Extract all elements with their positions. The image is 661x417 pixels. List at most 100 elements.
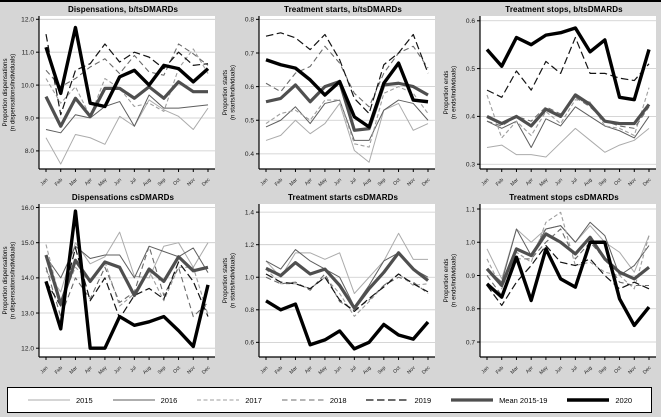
- x-tick-label: Jul: [570, 177, 579, 186]
- x-tick-label: Aug: [142, 177, 153, 188]
- legend-line-sample: [112, 399, 155, 401]
- x-tick-label: Jun: [333, 365, 343, 375]
- series-line-mean-2015-19: [265, 79, 429, 132]
- series-line-mean-2015-19: [485, 232, 650, 288]
- x-tick-label: Nov: [186, 177, 197, 188]
- y-axis-title: (n starts/individuals): [230, 65, 237, 120]
- x-tick-label: Apr: [304, 177, 314, 187]
- y-tick-label: 12.0: [21, 346, 34, 353]
- x-tick-label: May: [317, 177, 328, 188]
- panel-title: Dispensations, b/tsDMARDs: [67, 5, 179, 14]
- x-tick-label: Jul: [349, 365, 358, 374]
- series-line-2016: [45, 245, 209, 279]
- x-tick-label: Feb: [54, 365, 64, 375]
- plot-area: [480, 16, 656, 169]
- y-tick-label: 0.4: [466, 114, 475, 121]
- series-line-2015: [486, 127, 650, 158]
- y-tick-label: 0.8: [245, 17, 254, 24]
- y-tick-label: 14.0: [21, 275, 34, 282]
- series-line-2020: [265, 58, 429, 129]
- legend-line-sample: [281, 399, 324, 401]
- x-tick-label: Aug: [362, 177, 373, 188]
- series-line-2019: [265, 32, 429, 115]
- legend-item-2015: 2015: [27, 396, 93, 405]
- series-line-2017: [45, 48, 209, 117]
- x-tick-label: Apr: [84, 365, 94, 375]
- series-line-2015: [265, 102, 429, 163]
- x-tick-label: Feb: [274, 177, 284, 187]
- series-line-mean-2015-19: [44, 254, 209, 306]
- x-tick-label: Jan: [259, 177, 269, 187]
- legend-label: 2017: [245, 395, 262, 405]
- y-tick-label: 9.0: [25, 115, 34, 122]
- x-tick-label: Jun: [113, 365, 123, 375]
- y-tick-label: 11.0: [22, 49, 35, 56]
- x-tick-label: Jan: [39, 365, 49, 375]
- x-tick-label: May: [97, 177, 108, 188]
- legend-label: 2016: [160, 395, 178, 405]
- legend-item-mean-2015-19: Mean 2015-19: [450, 396, 547, 405]
- x-tick-label: Aug: [583, 177, 594, 188]
- x-tick-label: Nov: [406, 365, 417, 376]
- y-axis-title: Proportion starts: [222, 258, 229, 303]
- legend-label: 2015: [75, 395, 93, 405]
- panel-treatment-starts-btsdmards: Treatment starts, b/tsDMARDs 0.4 0.5 0.6 0.…: [220, 4, 440, 192]
- y-axis-title: (n dispensations/individuals): [10, 242, 17, 320]
- series-line-mean-2015-19: [44, 80, 208, 128]
- y-tick-label: 0.8: [466, 306, 475, 313]
- x-tick-label: Jan: [259, 365, 269, 375]
- panel-title: Treatment starts csDMARDs: [287, 193, 399, 202]
- series-line-2020: [44, 209, 210, 350]
- x-tick-label: Jul: [129, 365, 138, 374]
- legend-line-sample: [366, 399, 409, 401]
- panel-dispensations-btsdmards: Dispensations, b/tsDMARDs 8.0 9.0 10.0 11.0…: [0, 4, 220, 192]
- y-axis-title: Proportion starts: [222, 70, 229, 115]
- y-tick-label: 0.6: [466, 18, 475, 25]
- series-line-2020: [485, 240, 651, 328]
- series-line-2019: [45, 33, 209, 116]
- x-tick-label: Jan: [39, 177, 49, 187]
- x-tick-label: Sep: [377, 177, 388, 188]
- x-tick-label: Nov: [627, 177, 638, 188]
- x-tick-label: Mar: [69, 365, 80, 376]
- y-tick-label: 13.0: [21, 310, 34, 317]
- y-tick-label: 0.7: [245, 50, 254, 57]
- y-tick-label: 0.5: [245, 118, 254, 125]
- y-axis-title: (n dispensations/individuals): [10, 54, 17, 132]
- panel-dispensations-csdmards: Dispensations csDMARDs 12.0 13.0 14.0 15.0 1…: [0, 192, 220, 380]
- y-tick-label: 0.3: [466, 162, 475, 169]
- panel-treatment-stops-csdmards: Treatment stops csDMARDs 0.7 0.8 0.9 1.0 1.1…: [441, 192, 661, 380]
- y-tick-label: 0.4: [245, 151, 254, 158]
- x-tick-label: Mar: [69, 177, 80, 188]
- y-axis-title: (n starts/individuals): [230, 253, 237, 308]
- y-axis-title: Proportion ends: [443, 71, 450, 115]
- x-tick-label: Oct: [613, 177, 623, 187]
- x-tick-label: Mar: [510, 177, 521, 188]
- x-tick-label: Jul: [570, 365, 579, 374]
- panel-title: Treatment stops, b/tsDMARDs: [505, 5, 623, 14]
- x-tick-label: Mar: [510, 365, 521, 376]
- series-line-mean-2015-19: [486, 93, 651, 128]
- series-line-2020: [44, 25, 210, 109]
- legend-line-sample: [27, 399, 70, 401]
- panel-title: Dispensations csDMARDs: [71, 193, 175, 202]
- x-tick-label: Sep: [377, 365, 388, 376]
- x-tick-label: Oct: [172, 177, 182, 187]
- series-line-2019: [45, 247, 209, 319]
- x-tick-label: Feb: [495, 365, 505, 375]
- series-line-2018: [265, 45, 429, 108]
- x-tick-label: May: [97, 365, 108, 376]
- panel-treatment-stops-btsdmards: Treatment stops, b/tsDMARDs 0.3 0.4 0.5 0.6…: [441, 4, 661, 192]
- y-axis-title: (n ends/individuals): [451, 254, 458, 307]
- x-tick-label: Aug: [362, 365, 373, 376]
- x-tick-label: Oct: [172, 365, 182, 375]
- x-tick-label: Apr: [525, 177, 535, 187]
- x-tick-label: Jul: [349, 177, 358, 186]
- legend-item-2016: 2016: [112, 395, 178, 405]
- y-tick-label: 1.4: [245, 209, 254, 216]
- y-tick-label: 0.6: [245, 84, 254, 91]
- x-tick-label: Dec: [201, 177, 212, 188]
- x-tick-label: Dec: [421, 177, 432, 188]
- x-tick-label: Apr: [525, 365, 535, 375]
